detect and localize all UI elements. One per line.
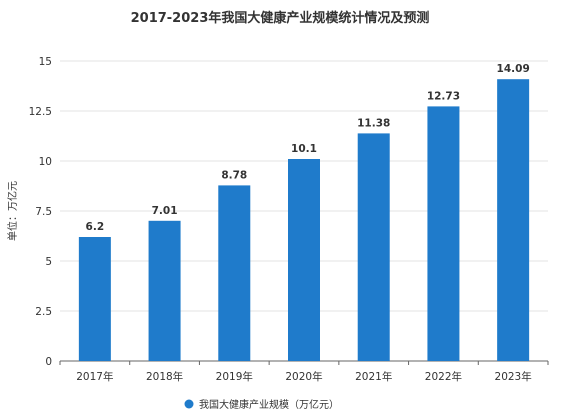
y-tick-label: 10 — [39, 156, 52, 168]
x-tick-label: 2020年 — [285, 370, 322, 383]
x-tick-label: 2019年 — [216, 370, 253, 383]
bar — [288, 159, 320, 361]
x-tick-label: 2018年 — [146, 370, 183, 383]
bars — [78, 79, 530, 362]
data-label: 10.1 — [291, 143, 317, 155]
data-labels: 6.2 7.01 8.78 10.1 11.38 12.73 14.09 — [86, 63, 530, 233]
y-tick-label: 0 — [45, 356, 52, 368]
x-tick-label: 2022年 — [425, 370, 462, 383]
y-tick-label: 2.5 — [35, 306, 52, 318]
bar — [78, 237, 111, 361]
bar — [148, 220, 181, 361]
y-tick-label: 12.5 — [29, 106, 52, 118]
x-tick-label: 2023年 — [495, 370, 532, 383]
axes — [59, 360, 549, 365]
data-label: 6.2 — [86, 221, 105, 233]
bar — [357, 133, 390, 361]
bar — [497, 79, 530, 361]
x-tick-labels: 2017年 2018年 2019年 2020年 2021年 2022年 2023年 — [76, 370, 532, 383]
x-tick-label: 2021年 — [355, 370, 392, 383]
legend-marker — [184, 399, 194, 409]
legend: 我国大健康产业规模（万亿元） — [184, 398, 339, 411]
y-tick-label: 7.5 — [35, 206, 52, 218]
y-tick-label: 15 — [39, 56, 52, 68]
data-label: 12.73 — [427, 90, 460, 102]
x-tick-label: 2017年 — [76, 370, 113, 383]
y-tick-label: 5 — [45, 256, 52, 268]
bar — [427, 106, 460, 362]
legend-label: 我国大健康产业规模（万亿元） — [199, 398, 339, 411]
data-label: 8.78 — [221, 169, 247, 181]
data-label: 11.38 — [357, 117, 390, 129]
y-axis-label: 单位：万亿元 — [6, 181, 19, 241]
bar — [218, 185, 251, 361]
data-label: 7.01 — [152, 205, 178, 217]
data-label: 14.09 — [497, 63, 530, 75]
chart-title: 2017-2023年我国大健康产业规模统计情况及预测 — [131, 10, 430, 26]
y-tick-labels: 0 2.5 5 7.5 10 12.5 15 — [29, 56, 52, 368]
